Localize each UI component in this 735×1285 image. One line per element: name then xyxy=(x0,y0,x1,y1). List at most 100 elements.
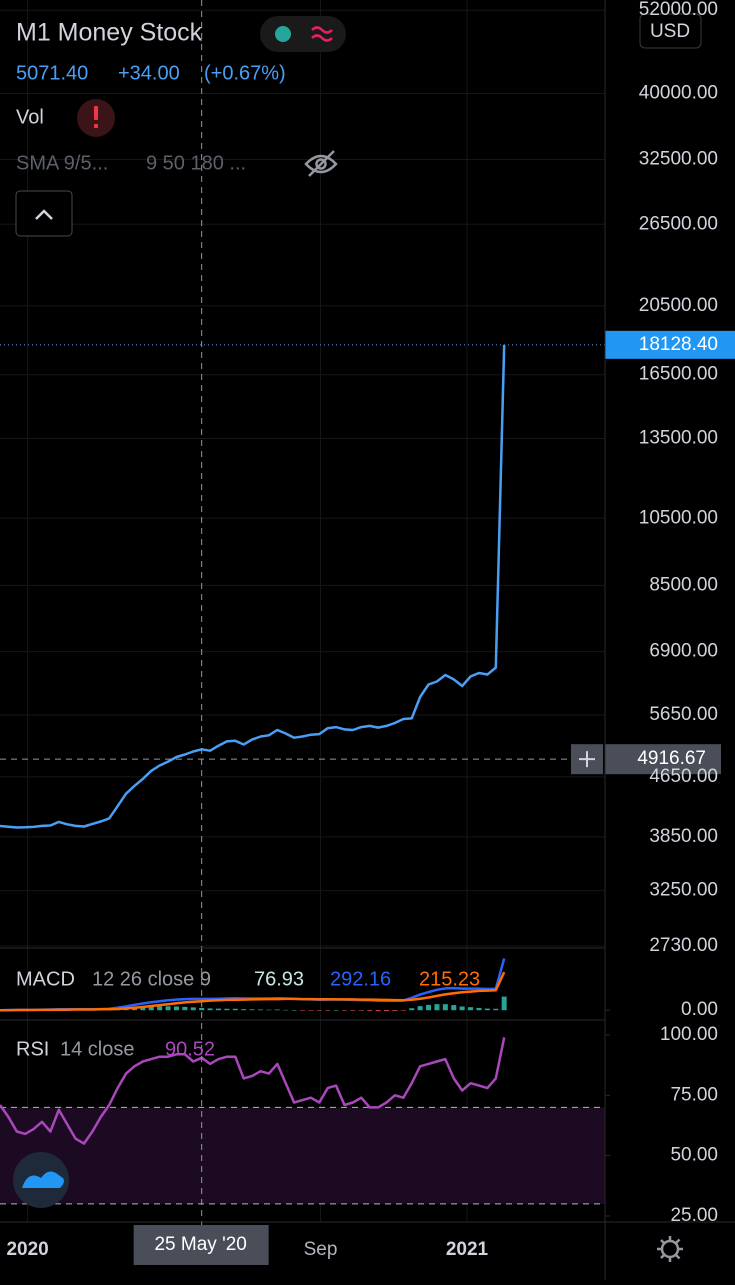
crosshair-x-box xyxy=(133,1225,269,1265)
hidden-icon[interactable] xyxy=(304,150,338,177)
y-tick-label: 3850.00 xyxy=(649,826,718,847)
grid-layer xyxy=(0,0,610,1222)
histogram-bar xyxy=(392,1010,398,1011)
y-tick-label: 3250.00 xyxy=(649,880,718,901)
data-line xyxy=(0,344,506,829)
crosshair-plus xyxy=(579,751,595,768)
y-tick-label: 16500.00 xyxy=(639,364,718,385)
y-tick-label: 26500.00 xyxy=(639,213,718,234)
indicator-value: 76.93 xyxy=(254,968,304,990)
histogram-bar xyxy=(291,1010,297,1011)
sma-indicator: SMA 9/5... xyxy=(16,152,108,174)
eye-strike xyxy=(308,150,335,177)
y-tick-label: 25.00 xyxy=(670,1205,718,1226)
currency-box[interactable] xyxy=(639,13,702,49)
y-tick-label: 100.00 xyxy=(660,1024,718,1045)
price-change-percent: (+0.67%) xyxy=(204,62,286,84)
histogram-bar xyxy=(501,996,507,1011)
x-tick-label: Sep xyxy=(304,1239,338,1260)
indicator-value: 90.52 xyxy=(165,1038,215,1060)
histogram-bar xyxy=(283,1009,289,1011)
histogram-bar xyxy=(249,1009,255,1011)
y-tick-label: 40000.00 xyxy=(639,83,718,104)
collapse-icon xyxy=(35,209,53,220)
histogram-bar xyxy=(493,1008,499,1011)
crosshair-y-box xyxy=(605,744,721,775)
histogram-bar xyxy=(342,1010,348,1011)
y-tick-label: 4650.00 xyxy=(649,766,718,787)
histogram-bar xyxy=(224,1008,230,1011)
indicator-title: MACD xyxy=(16,968,75,990)
indicator-params: 14 close xyxy=(60,1038,135,1060)
histogram-bar xyxy=(207,1008,213,1011)
indicator-title: RSI xyxy=(16,1038,49,1060)
logo-cloud xyxy=(22,1171,64,1188)
market-status-icon xyxy=(275,26,291,42)
histogram-bar xyxy=(417,1006,423,1011)
collapse-button[interactable] xyxy=(15,190,73,237)
histogram-bar xyxy=(140,1006,146,1011)
indicator-value: 292.16 xyxy=(330,968,391,990)
histogram-bar xyxy=(358,1010,364,1011)
settings-icon[interactable] xyxy=(657,1236,683,1262)
histogram-bar xyxy=(173,1006,179,1011)
price-change: +34.00 xyxy=(118,62,180,84)
y-tick-label: 32500.00 xyxy=(639,148,718,169)
status-pill[interactable] xyxy=(260,16,346,52)
histogram-bar xyxy=(400,1010,406,1011)
y-tick-label: 20500.00 xyxy=(639,295,718,316)
histogram-bar xyxy=(257,1009,263,1011)
y-tick-label: 5650.00 xyxy=(649,704,718,725)
y-tick-label: 75.00 xyxy=(670,1084,718,1105)
histogram-bar xyxy=(266,1009,272,1011)
y-tick-label: 8500.00 xyxy=(649,574,718,595)
histogram-bar xyxy=(333,1010,339,1011)
histogram-bar xyxy=(325,1010,331,1011)
histogram-bar xyxy=(434,1004,440,1011)
histogram-bar xyxy=(308,1010,314,1011)
histogram-bar xyxy=(316,1010,322,1011)
histogram-bar xyxy=(182,1006,188,1011)
y-tick-label: 52000.00 xyxy=(639,0,718,20)
data-layer xyxy=(0,344,507,1145)
histogram-bar xyxy=(165,1006,171,1011)
histogram-bar xyxy=(274,1009,280,1011)
histogram-bar xyxy=(426,1004,432,1011)
eye-pupil xyxy=(315,158,327,170)
histogram-bar xyxy=(384,1010,390,1012)
y-tick-label: 10500.00 xyxy=(639,507,718,528)
histogram-bar xyxy=(232,1008,238,1011)
histogram-bar xyxy=(241,1009,247,1011)
y-tick-label: 2730.00 xyxy=(649,935,718,956)
volume-indicator: Vol xyxy=(16,106,44,128)
crosshair-y-label: 4916.67 xyxy=(637,748,706,769)
y-tick-label: 0.00 xyxy=(681,999,718,1020)
x-tick-label: 2021 xyxy=(446,1239,489,1260)
histogram-bar xyxy=(157,1006,163,1011)
gear-teeth xyxy=(657,1236,683,1262)
error-icon xyxy=(94,106,98,120)
data-line xyxy=(0,971,506,1012)
indicator-params: 12 26 close 9 xyxy=(92,968,211,990)
sma-params: 9 50 180 ... xyxy=(146,152,246,174)
indicator-value: 215.23 xyxy=(419,968,480,990)
histogram-bar xyxy=(451,1005,457,1011)
histogram-bar xyxy=(459,1006,465,1011)
last-price-box xyxy=(605,330,735,359)
x-tick-label: 2020 xyxy=(6,1239,48,1260)
histogram-bar xyxy=(476,1007,482,1011)
histogram-bar xyxy=(300,1010,305,1011)
histogram-bar xyxy=(215,1008,221,1011)
price: 5071.40 xyxy=(16,62,88,84)
histogram-bar xyxy=(148,1006,154,1011)
data-status-icon xyxy=(311,26,333,42)
crosshair-x-label: 25 May '20 xyxy=(154,1234,246,1255)
histogram-bar xyxy=(468,1007,474,1011)
data-line xyxy=(0,1037,506,1145)
last-price-label: 18128.40 xyxy=(639,334,718,355)
error-icon xyxy=(94,124,98,128)
